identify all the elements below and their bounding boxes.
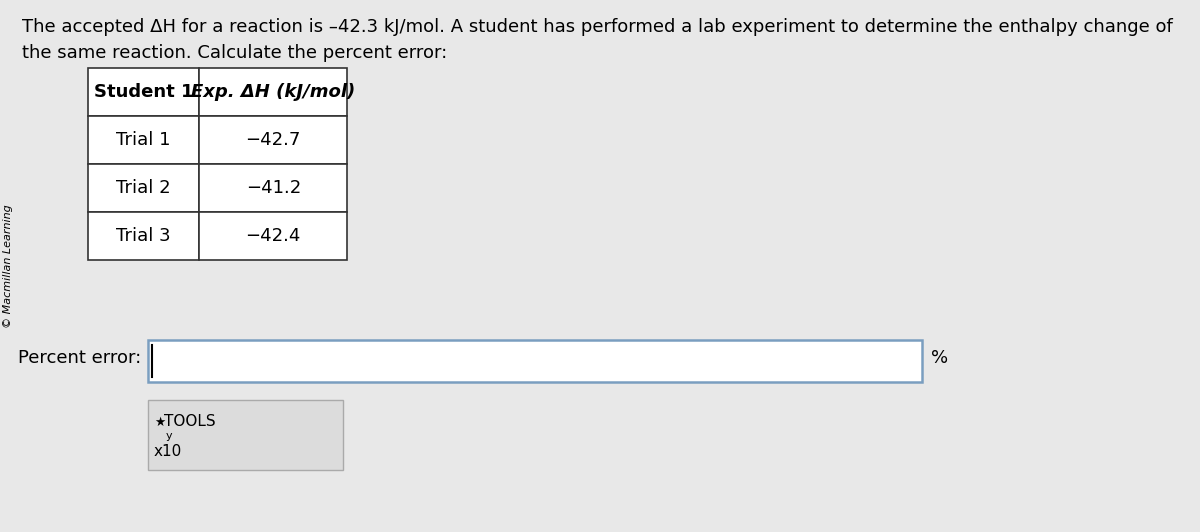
Text: Trial 1: Trial 1 [116,131,170,149]
Bar [88,68,199,116]
Text: −41.2: −41.2 [246,179,301,197]
Bar [88,116,199,164]
Text: The accepted ΔH for a reaction is –42.3 kJ/mol. A student has performed a lab ex: The accepted ΔH for a reaction is –42.3 … [23,18,1174,36]
Text: the same reaction. Calculate the percent error:: the same reaction. Calculate the percent… [23,44,448,62]
Text: © Macmillan Learning: © Macmillan Learning [2,204,13,328]
Text: y: y [166,431,172,441]
Text: Trial 2: Trial 2 [116,179,170,197]
Bar [199,68,347,116]
Text: Exp. ΔH (kJ/mol): Exp. ΔH (kJ/mol) [191,83,355,101]
Bar [88,212,199,260]
Text: −42.4: −42.4 [246,227,301,245]
Text: Trial 3: Trial 3 [116,227,170,245]
Text: −42.7: −42.7 [246,131,301,149]
Text: Student 1: Student 1 [94,83,193,101]
Text: %: % [931,349,948,367]
Text: Percent error:: Percent error: [18,349,142,367]
Bar [199,212,347,260]
Text: TOOLS: TOOLS [163,414,215,429]
Bar [88,164,199,212]
Bar [148,340,922,382]
Bar [199,116,347,164]
Bar [199,164,347,212]
Text: x10: x10 [154,445,182,460]
Text: ★: ★ [154,415,166,428]
Bar [148,400,343,470]
